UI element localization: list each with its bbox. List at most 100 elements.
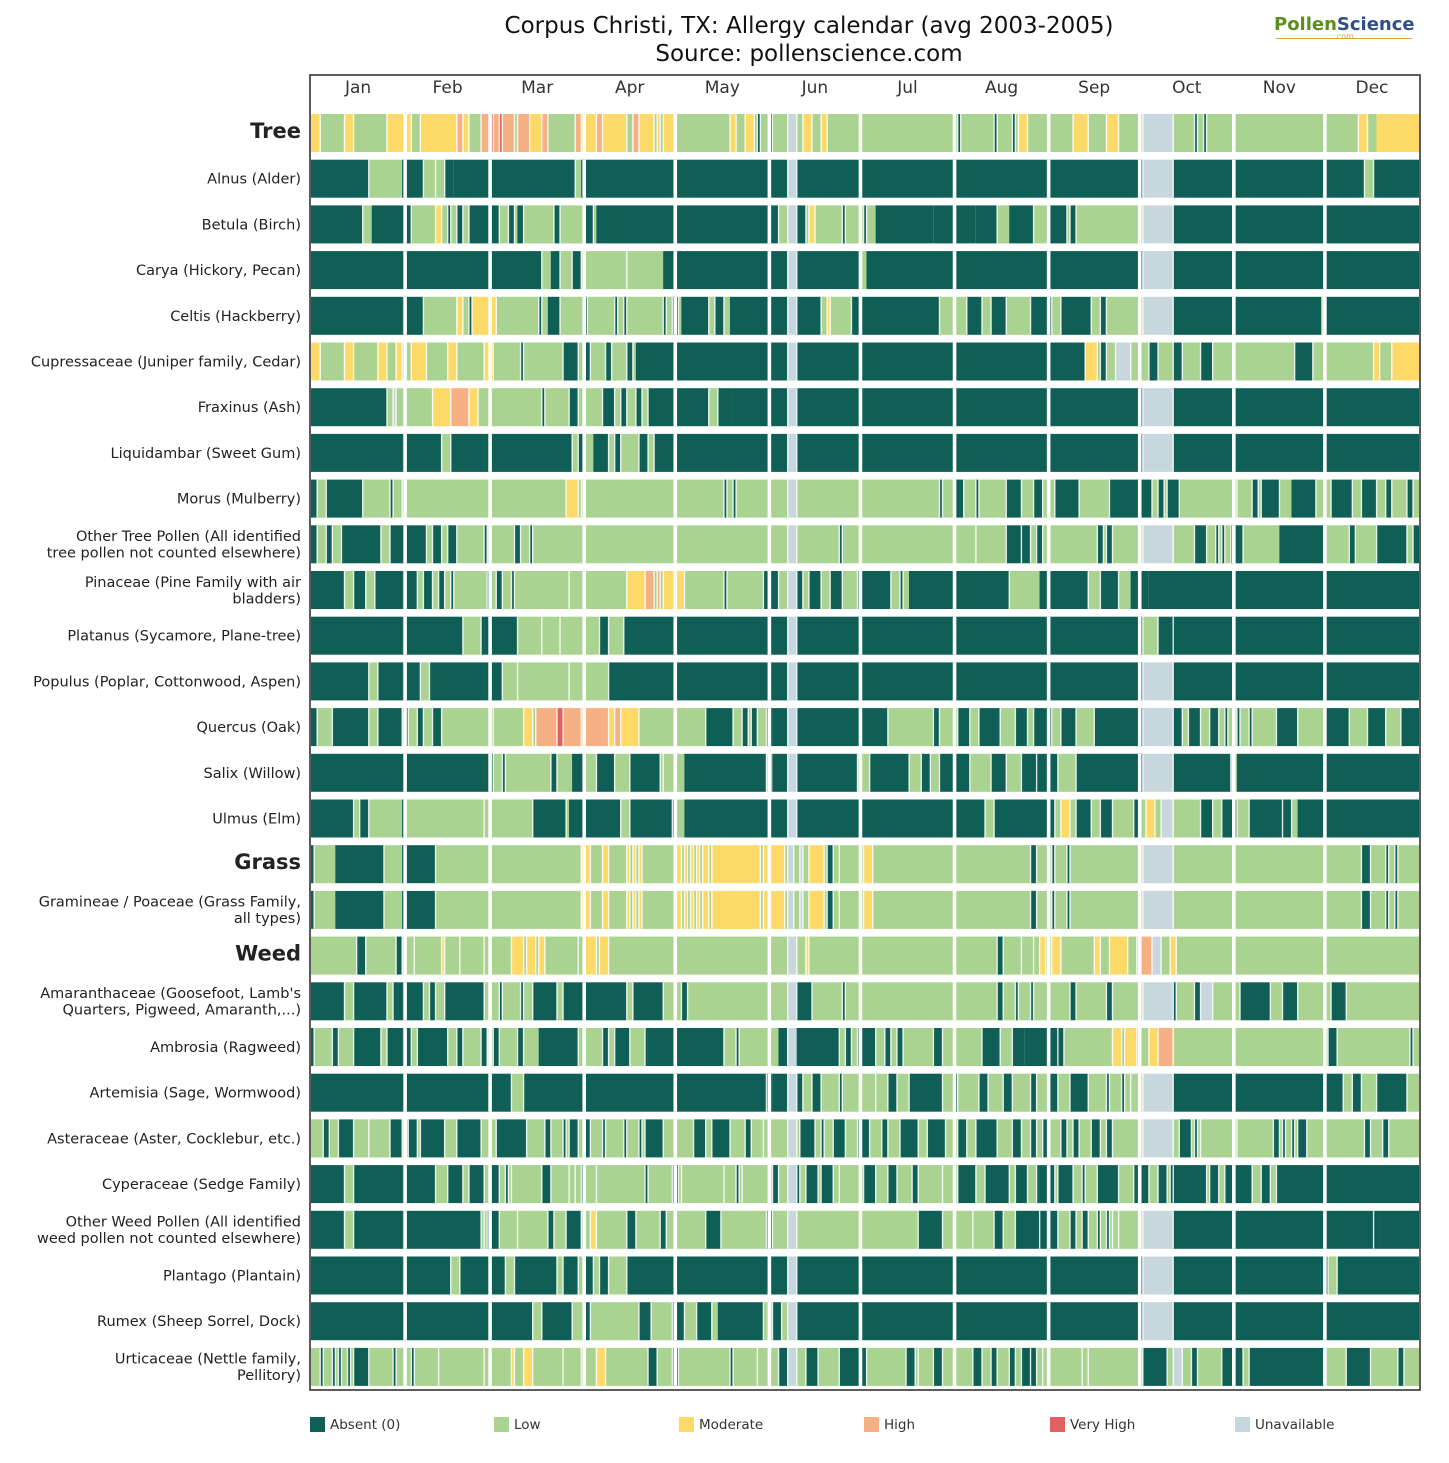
month-label: Mar [521,78,553,98]
heatmap-cell [402,479,566,518]
heatmap-cell [1100,571,1119,609]
month-separator [858,662,863,701]
cell-divider [601,114,604,152]
row-label: Asteraceae (Aster, Cocklebur, etc.) [47,1131,301,1147]
heatmap-cell [426,525,433,564]
cell-divider [1154,799,1156,838]
heatmap-cell [957,1073,979,1112]
cell-divider [1051,296,1053,335]
heatmap-cell [368,799,403,838]
month-separator [582,708,587,747]
heatmap-cell [887,1119,900,1158]
heatmap-cell [705,1119,712,1158]
row-label: Fraxinus (Ash) [198,400,301,416]
heatmap-cell [827,114,958,152]
heatmap-cell [1394,845,1398,884]
month-separator [1046,1028,1051,1066]
heatmap-cell [805,1347,818,1386]
row-label: Ambrosia (Ragweed) [150,1040,301,1056]
heatmap-cell [787,662,797,701]
heatmap-cell [1197,114,1204,152]
cell-divider [1075,799,1077,838]
cell-divider [538,936,540,975]
heatmap-cell [626,1256,788,1295]
heatmap-cell [708,845,712,884]
heatmap-cell [787,114,797,152]
cell-divider [1166,1165,1168,1204]
heatmap-cell [663,114,676,152]
heatmap-cell [517,662,570,701]
month-separator [1323,662,1327,701]
cell-divider [1111,799,1114,838]
heatmap-cell [1054,890,1067,929]
cell-divider [832,1119,834,1158]
heatmap-cell [684,799,788,838]
heatmap-cell [787,571,797,609]
cell-divider [313,845,315,884]
cell-divider [1172,1256,1174,1295]
heatmap-cell [1157,342,1174,381]
cell-divider [1360,1073,1363,1112]
cell-divider [1236,1119,1238,1158]
heatmap-cell [1118,571,1131,609]
heatmap-cell [608,845,627,884]
cell-divider [425,342,428,381]
month-separator [767,708,772,747]
heatmap-row: Liquidambar (Sweet Gum) [111,433,1419,472]
cell-divider [1330,479,1332,518]
row-label-line: Alnus (Alder) [207,172,301,188]
heatmap-cell [1382,1119,1389,1158]
cell-divider [1011,114,1014,152]
cell-divider [1218,1165,1220,1204]
cell-divider [698,890,701,929]
cell-divider [331,1347,334,1386]
cell-divider [483,799,485,838]
heatmap-cell [739,1165,743,1204]
month-separator [858,845,863,884]
heatmap-cell [933,1347,943,1386]
heatmap-cell [614,753,630,792]
month-separator [858,1028,863,1066]
cell-divider [941,1165,944,1204]
cell-divider [513,525,516,564]
heatmap-cell [435,845,582,884]
heatmap-cell [432,525,442,564]
heatmap-cell [499,982,503,1021]
heatmap-cell [647,1347,658,1386]
heatmap-cell [1203,114,1207,152]
cell-divider [1205,114,1208,152]
heatmap-cell [1030,845,1037,884]
cell-divider [1032,936,1035,975]
month-separator [952,1347,957,1386]
heatmap-cell [1124,1073,1131,1112]
month-separator [582,251,587,290]
cell-divider [1029,1073,1032,1112]
cell-divider [580,1210,582,1249]
cell-divider [750,1119,752,1158]
heatmap-cell [702,890,709,929]
heatmap-cell [550,753,557,792]
heatmap-cell [1088,114,1107,152]
cell-divider [735,114,737,152]
heatmap-cell [344,571,354,609]
month-separator [1232,1210,1236,1249]
heatmap-cell [1060,799,1070,838]
heatmap-cell [1018,982,1031,1021]
heatmap-cell [875,1028,885,1066]
heatmap-cell [1164,479,1168,518]
heatmap-cell [1173,1256,1328,1295]
heatmap-cell [787,936,797,975]
heatmap-cell [1364,159,1374,198]
cell-divider [896,1165,898,1204]
cell-divider [1211,799,1214,838]
cell-divider [677,1165,680,1204]
month-label: Jun [801,78,829,98]
cell-divider [975,1165,977,1204]
cell-divider [1099,1119,1102,1158]
heatmap-cell [1270,1165,1277,1204]
heatmap-cell [660,571,664,609]
cell-divider [556,982,558,1021]
heatmap-cell [365,936,396,975]
heatmap-cell [1361,890,1371,929]
